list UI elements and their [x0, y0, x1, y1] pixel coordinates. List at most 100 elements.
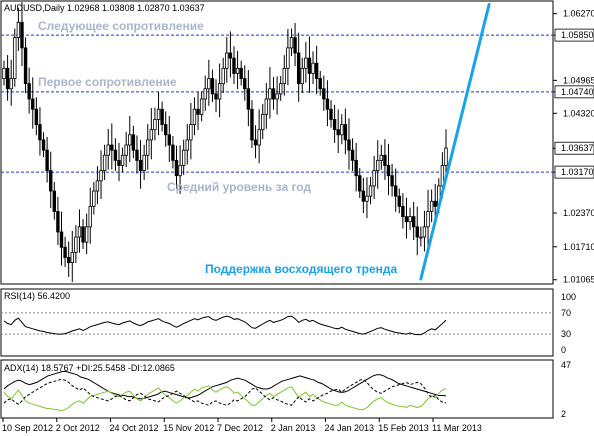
candle-body [210, 78, 215, 95]
candle-body [404, 216, 409, 223]
candle-body [411, 216, 416, 228]
candle-body [419, 236, 423, 239]
candle-body [27, 83, 31, 100]
candle-body [376, 159, 380, 171]
candle-body [207, 78, 211, 90]
candle-body [275, 93, 279, 100]
price-tick-label: 1.04320 [563, 108, 594, 118]
candle-body [196, 108, 200, 115]
candle-body [142, 154, 146, 171]
candle-body [314, 62, 319, 79]
price-pane-frame [0, 0, 554, 285]
price-badge [554, 85, 594, 99]
price-badge [554, 28, 594, 42]
adx-axis: 47 2 [561, 360, 571, 419]
candle-body [185, 139, 189, 151]
annotation-yearly-average: Средний уровень за год [167, 180, 311, 194]
candle-body [124, 144, 128, 156]
candle-body [59, 231, 64, 248]
candle-body [135, 149, 139, 161]
candle-body [350, 149, 355, 161]
price-tick-label: 1.01065 [563, 275, 594, 285]
candle-body [304, 57, 308, 69]
candle-body [268, 88, 272, 100]
price-tick-label: 1.06270 [563, 9, 594, 19]
candle-body [390, 175, 394, 187]
time-tick-label: 2 Jan 2013 [271, 423, 316, 433]
candle-body [354, 159, 358, 177]
candle-body [88, 205, 92, 228]
rsi-line [3, 315, 447, 336]
candle-body [318, 78, 322, 90]
candle-body [49, 170, 53, 192]
candle-body [232, 57, 236, 74]
rsi-title: RSI(14) 56.4200 [4, 291, 70, 301]
candle-body [282, 67, 286, 85]
time-tick-label: 10 Sep 2012 [2, 423, 53, 433]
rsi-tick-label: 100 [561, 292, 576, 302]
adx-title: ADX(14) 18.5767 +DI:25.5458 -DI:12.0865 [4, 363, 175, 373]
candle-body [52, 190, 57, 212]
candle-body [386, 165, 391, 177]
adx-tick-label: 47 [561, 360, 571, 370]
time-tick-label: 15 Feb 2013 [378, 423, 429, 433]
rsi-levels [1, 312, 553, 335]
candle-body [23, 47, 28, 85]
candle-body [444, 147, 448, 166]
time-tick-label: 7 Dec 2012 [217, 423, 263, 433]
candle-body [429, 200, 434, 212]
candle-body [336, 129, 340, 136]
candle-body [408, 216, 412, 223]
candle-body [217, 83, 222, 100]
candle-body [426, 211, 430, 228]
candle-body [95, 180, 100, 192]
time-tick-label: 15 Nov 2012 [163, 423, 214, 433]
candle-body [383, 154, 387, 166]
price-tick-label: 1.01710 [563, 242, 594, 252]
candle-body [66, 257, 71, 264]
candle-body [156, 108, 161, 120]
price-tick-label: 1.02370 [563, 208, 594, 218]
candle-body [16, 21, 21, 39]
candle-body [278, 83, 283, 95]
candle-body [164, 124, 168, 136]
chart-title: AUDUSD,Daily 1.02968 1.03808 1.02870 1.0… [4, 3, 205, 13]
candle-body [9, 78, 13, 90]
price-badge [554, 141, 594, 155]
candle-body [225, 52, 229, 69]
candle-body [84, 226, 89, 243]
candle-body [264, 98, 269, 115]
candle-body [332, 119, 337, 131]
candle-body [117, 159, 121, 166]
candlestick-series [2, 2, 448, 283]
candle-body [138, 159, 143, 171]
candle-body [34, 108, 39, 125]
candle-body [131, 134, 136, 151]
annotation-support-trend: Поддержка восходящего тренда [205, 262, 398, 276]
candle-body [433, 200, 437, 207]
time-tick-label: 24 Oct 2012 [110, 423, 159, 433]
adx-pane-frame [0, 359, 554, 419]
candle-body [422, 226, 427, 238]
candle-body [20, 21, 24, 49]
candle-body [361, 190, 366, 202]
candle-body [56, 211, 60, 233]
candle-body [77, 226, 82, 238]
minus-di-line [3, 378, 447, 406]
candle-body [45, 149, 49, 171]
candle-body [92, 190, 96, 207]
candle-body [300, 67, 304, 85]
price-badge-label: 1.03170 [561, 167, 594, 177]
candle-body [221, 67, 225, 85]
candle-body [228, 52, 233, 59]
support-trend-line [419, 2, 491, 281]
candle-body [203, 88, 207, 100]
candle-body [271, 88, 276, 100]
candle-body [296, 52, 301, 85]
candle-body [289, 37, 294, 49]
candle-body [63, 246, 67, 258]
time-tick-label: 11 Mar 2013 [432, 423, 482, 433]
candle-body [243, 78, 247, 90]
candle-body [214, 93, 218, 100]
rsi-tick-label: 30 [561, 329, 571, 339]
